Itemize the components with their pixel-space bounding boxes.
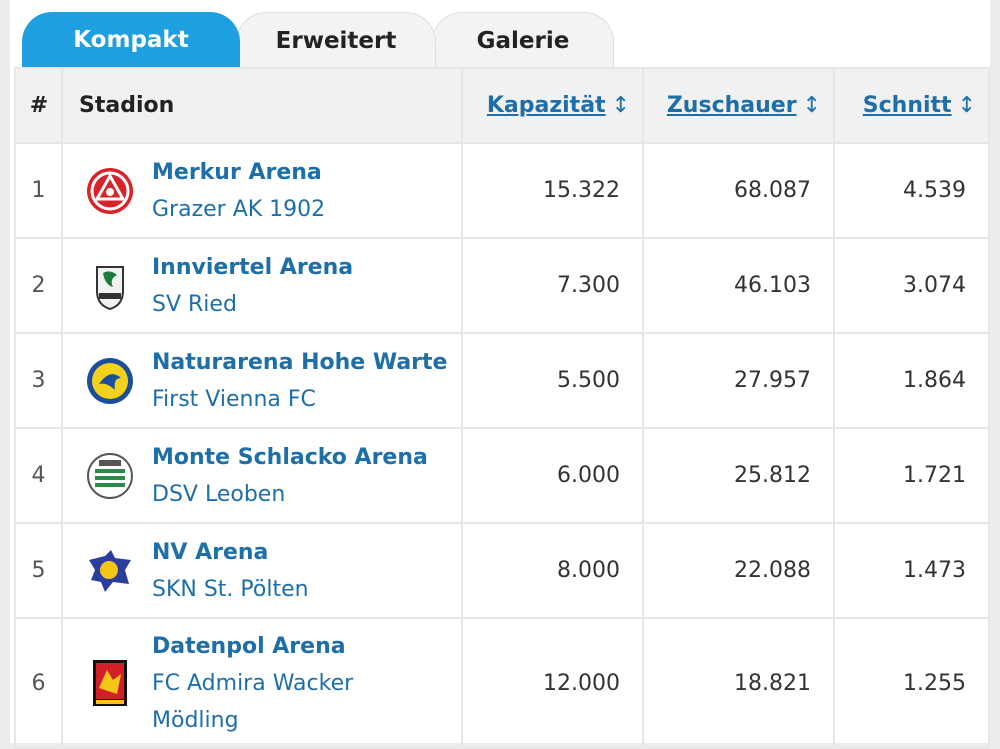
average-value: 1.473 [833, 522, 990, 619]
table-row: 4 Monte Schlacko Arena DSV [14, 427, 990, 524]
spectators-value: 18.821 [642, 617, 835, 749]
average-value: 1.864 [833, 332, 990, 429]
sv-ried-logo [84, 260, 136, 312]
header-stadion: Stadion [61, 67, 463, 144]
spectators-value: 68.087 [642, 142, 835, 239]
capacity-value: 12.000 [461, 617, 644, 749]
header-zuschauer[interactable]: Zuschauer ↕ [642, 67, 835, 144]
stadium-name-link[interactable]: Datenpol Arena [152, 633, 346, 659]
row-rank: 4 [14, 427, 63, 524]
table-row: 3 Naturarena Hohe Warte First Vienna FC [14, 332, 990, 429]
club-name-link[interactable]: First Vienna FC [152, 386, 316, 412]
stadium-name-link[interactable]: Innviertel Arena [152, 254, 354, 280]
stadium-name-link[interactable]: Naturarena Hohe Warte [152, 349, 448, 375]
stadium-cell: Merkur Arena Grazer AK 1902 [61, 142, 463, 239]
tab-label: Kompakt [73, 27, 189, 53]
spectators-value: 22.088 [642, 522, 835, 619]
header-rank: # [14, 67, 63, 144]
sort-icon[interactable]: ↕ [957, 93, 976, 118]
club-name-link[interactable]: SKN St. Pölten [152, 576, 309, 602]
tab-label: Galerie [476, 27, 570, 54]
first-vienna-logo [84, 355, 136, 407]
capacity-value: 7.300 [461, 237, 644, 334]
table-row: 1 Merkur Arena Grazer AK 1902 [14, 142, 990, 239]
stadium-name-link[interactable]: Monte Schlacko Arena [152, 444, 428, 470]
capacity-value: 6.000 [461, 427, 644, 524]
tab-galerie[interactable]: Galerie [432, 12, 614, 68]
sort-kapazitaet-link[interactable]: Kapazität [486, 93, 606, 118]
header-kapazitaet[interactable]: Kapazität ↕ [461, 67, 644, 144]
sort-icon[interactable]: ↕ [611, 93, 630, 118]
average-value: 1.721 [833, 427, 990, 524]
table-row: 2 Innviertel Arena SV Ried [14, 237, 990, 334]
average-value: 1.255 [833, 617, 990, 749]
capacity-value: 8.000 [461, 522, 644, 619]
club-name-link[interactable]: Grazer AK 1902 [152, 196, 326, 222]
club-name-link[interactable]: FC Admira Wacker Mödling [152, 670, 354, 733]
row-rank: 2 [14, 237, 63, 334]
table-row: 5 NV Arena SKN St. Pölten 8.000 [14, 522, 990, 619]
stadium-cell: Innviertel Arena SV Ried [61, 237, 463, 334]
tab-label: Erweitert [275, 27, 397, 54]
spectators-value: 25.812 [642, 427, 835, 524]
row-rank: 1 [14, 142, 63, 239]
average-value: 3.074 [833, 237, 990, 334]
stadium-cell: Datenpol Arena FC Admira Wacker Mödling [61, 617, 463, 749]
spectators-value: 46.103 [642, 237, 835, 334]
stadium-name-link[interactable]: Merkur Arena [152, 159, 322, 185]
capacity-value: 15.322 [461, 142, 644, 239]
stadium-cell: Naturarena Hohe Warte First Vienna FC [61, 332, 463, 429]
tab-kompakt[interactable]: Kompakt [22, 12, 240, 68]
average-value: 4.539 [833, 142, 990, 239]
club-name-link[interactable]: SV Ried [152, 291, 237, 317]
table-header-row: # Stadion Kapazität ↕ Zuschauer ↕ Schnitt ↕ [14, 67, 990, 144]
skn-st-poelten-logo [84, 545, 136, 597]
spectators-value: 27.957 [642, 332, 835, 429]
row-rank: 5 [14, 522, 63, 619]
sort-zuschauer-link[interactable]: Zuschauer [666, 93, 797, 118]
stadium-name-link[interactable]: NV Arena [152, 539, 269, 565]
club-name-link[interactable]: DSV Leoben [152, 481, 286, 507]
row-rank: 3 [14, 332, 63, 429]
row-rank: 6 [14, 617, 63, 749]
sort-schnitt-link[interactable]: Schnitt [862, 93, 952, 118]
table-row: 6 Datenpol Arena FC Admira Wacker Mödlin… [14, 617, 990, 749]
dsv-leoben-logo [84, 450, 136, 502]
stadium-cell: NV Arena SKN St. Pölten [61, 522, 463, 619]
admira-wacker-logo [84, 657, 136, 709]
header-schnitt[interactable]: Schnitt ↕ [833, 67, 990, 144]
stadium-cell: Monte Schlacko Arena DSV Leoben [61, 427, 463, 524]
sort-icon[interactable]: ↕ [802, 93, 821, 118]
stadium-table: # Stadion Kapazität ↕ Zuschauer ↕ Schnitt ↕… [14, 67, 990, 749]
tab-erweitert[interactable]: Erweitert [236, 12, 436, 68]
grazer-ak-logo [84, 165, 136, 217]
capacity-value: 5.500 [461, 332, 644, 429]
